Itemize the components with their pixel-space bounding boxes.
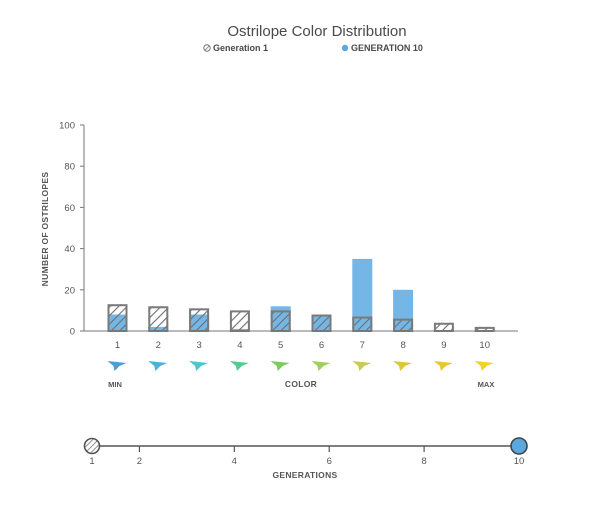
x-tick-label: 7	[360, 340, 365, 351]
y-tick-label: 100	[59, 121, 75, 132]
slider-tick-label: 4	[232, 456, 237, 467]
bar-generation-1-hatch	[270, 310, 291, 331]
x-tick-label: 9	[441, 340, 446, 351]
color-swatch-icon	[393, 361, 413, 371]
bar-generation-1-hatch	[107, 304, 128, 331]
bar-generation-10	[352, 258, 373, 331]
color-swatch-icon	[311, 361, 331, 371]
slider-tick-label: 1	[89, 456, 94, 467]
bar-generation-1-hatch	[148, 306, 169, 331]
y-tick-label: 20	[64, 285, 75, 296]
y-tick-label: 40	[64, 244, 75, 255]
x-axis-title: COLOR	[285, 379, 317, 389]
y-tick-label: 0	[70, 327, 75, 338]
slider-tick-label: 2	[137, 456, 142, 467]
y-tick-label: 80	[64, 162, 75, 173]
x-tick-label: 5	[278, 340, 283, 351]
slider-title: GENERATIONS	[272, 470, 337, 480]
bars	[107, 258, 495, 333]
bar-generation-1-hatch	[474, 326, 495, 331]
slider-start-knob[interactable]	[83, 437, 101, 455]
legend: Generation 1 GENERATION 10	[203, 43, 423, 53]
color-min-label: MIN	[108, 380, 122, 389]
color-swatch-icon	[474, 361, 494, 371]
x-tick-label: 3	[196, 340, 201, 351]
x-tick-label: 1	[115, 340, 120, 351]
bar-generation-1-hatch	[352, 316, 373, 331]
legend-swatch-hatched	[203, 44, 211, 52]
slider-handle[interactable]	[510, 437, 528, 455]
legend-label: GENERATION 10	[351, 43, 423, 53]
slider-tick-label: 6	[327, 456, 332, 467]
color-max-label: MAX	[478, 380, 495, 389]
x-axis-ticks: 1 2 3 4 5 6 7 8 9 10	[115, 340, 490, 351]
x-tick-label: 4	[237, 340, 242, 351]
slider-ticks: 1 2 4 6 8 10	[89, 446, 524, 467]
color-swatch-icon	[148, 361, 168, 371]
generation-slider[interactable]: 1 2 4 6 8 10 GENERATIONS	[83, 437, 528, 480]
chart-title: Ostrilope Color Distribution	[227, 23, 406, 40]
y-axis: 0 20 40 60 80 100	[59, 121, 85, 338]
x-tick-label: 6	[319, 340, 324, 351]
legend-item-generation-1[interactable]: Generation 1	[203, 43, 268, 53]
legend-swatch-solid	[341, 44, 349, 52]
color-swatch-icon	[433, 361, 453, 371]
color-swatch-icon	[229, 361, 249, 371]
color-swatch-icon	[107, 361, 127, 371]
slider-tick-label: 8	[421, 456, 426, 467]
bar-generation-1-hatch	[229, 310, 250, 331]
color-swatches	[107, 361, 494, 371]
y-axis-title: NUMBER OF OSTRILOPES	[40, 172, 50, 287]
legend-label: Generation 1	[213, 43, 268, 53]
legend-item-generation-10[interactable]: GENERATION 10	[341, 43, 423, 53]
x-tick-label: 10	[479, 340, 490, 351]
color-swatch-icon	[270, 361, 290, 371]
bar-generation-1-hatch	[433, 322, 454, 331]
bar-generation-1-hatch	[311, 314, 332, 331]
color-swatch-icon	[189, 361, 209, 371]
color-swatch-icon	[352, 361, 372, 371]
slider-tick-label: 10	[514, 456, 525, 467]
x-tick-label: 2	[156, 340, 161, 351]
bar-generation-1-hatch	[189, 308, 210, 331]
y-tick-label: 60	[64, 203, 75, 214]
bar-generation-1-hatch	[393, 318, 414, 331]
x-tick-label: 8	[400, 340, 405, 351]
